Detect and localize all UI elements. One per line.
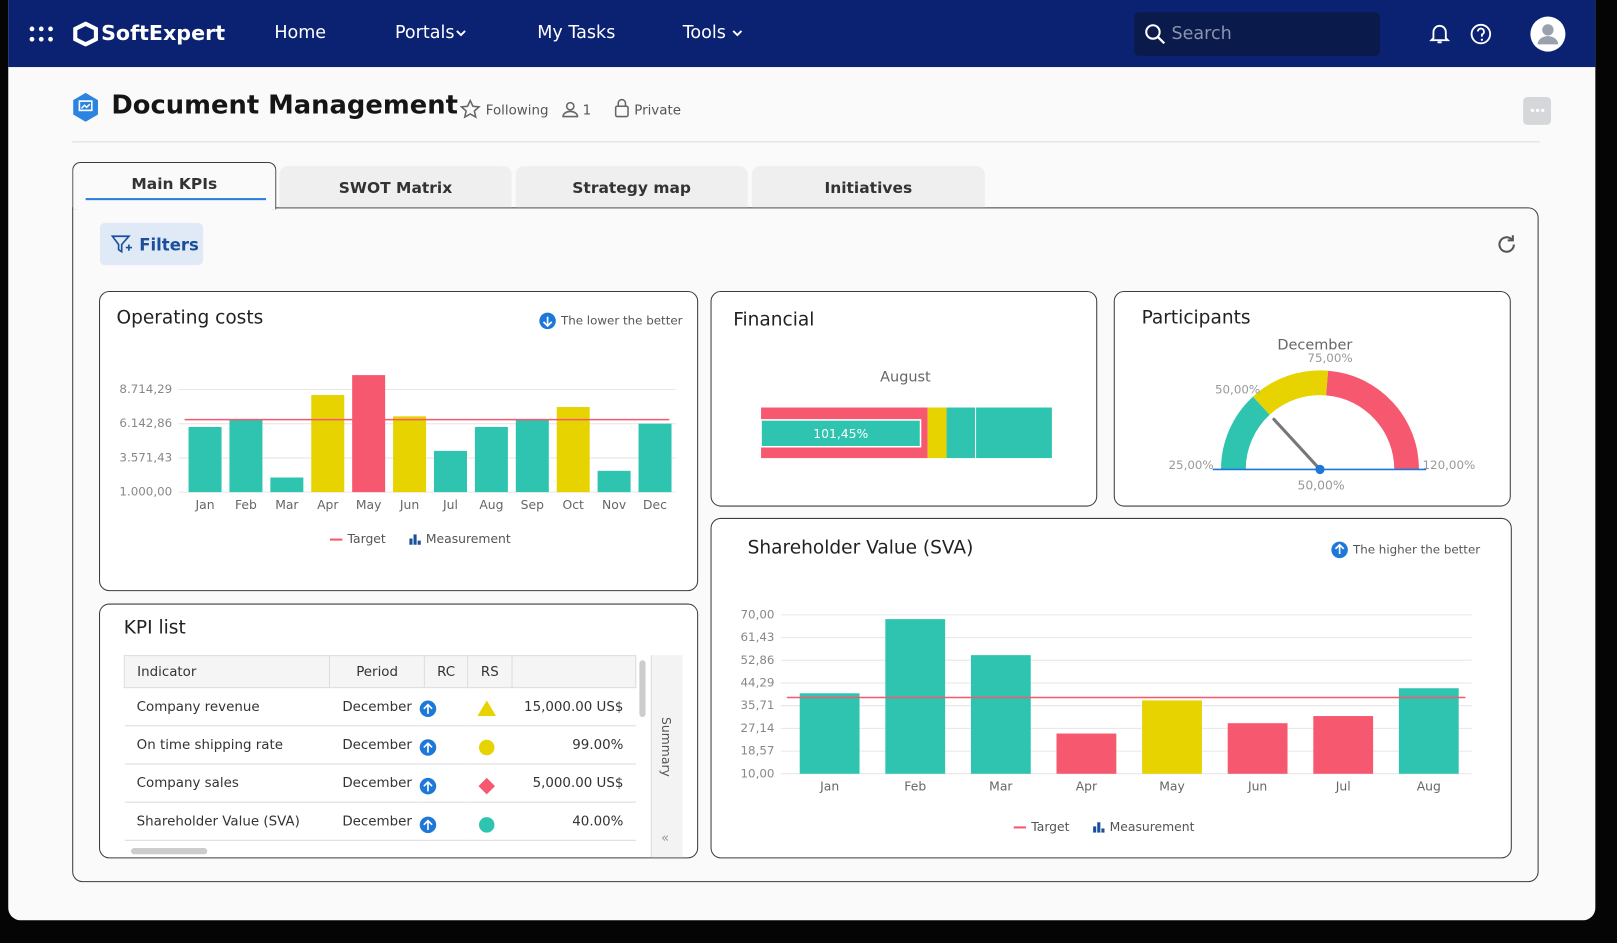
- caret: [456, 30, 466, 37]
- cell: 99.00%: [511, 725, 636, 765]
- tab-underline: [85, 198, 267, 201]
- dots: [1530, 108, 1544, 113]
- members-icon: [562, 101, 579, 118]
- filters-label: Filters: [139, 235, 199, 255]
- tab-panel: [72, 207, 1539, 883]
- cell: [468, 725, 512, 765]
- bell-icon[interactable]: [1429, 23, 1450, 46]
- star-icon[interactable]: [459, 99, 481, 120]
- cell: [468, 802, 512, 841]
- kpi-title: KPI list: [123, 616, 186, 639]
- col-header: Indicator: [123, 655, 331, 689]
- cell: [468, 763, 512, 803]
- col-header: RC: [423, 655, 469, 689]
- cell: December: [329, 725, 425, 765]
- kpi-table: Indicator Period RC RS Company revenue Decem…: [123, 655, 637, 841]
- kpi-row[interactable]: Company revenue December 15,000.00 US$: [124, 687, 636, 727]
- kpi-row[interactable]: On time shipping rate December 99.00%: [124, 725, 636, 765]
- navbar: SoftExpert Home Portals My Tasks Tools S…: [8, 0, 1596, 68]
- cell: 15,000.00 US$: [511, 687, 636, 727]
- cell: 5,000.00 US$: [511, 763, 636, 803]
- cell: [468, 687, 512, 727]
- page-title: Document Management: [111, 89, 458, 120]
- cell: [424, 802, 469, 841]
- cell: December: [329, 802, 425, 841]
- nav-item[interactable]: My Tasks: [537, 22, 616, 44]
- nav-item[interactable]: Portals: [394, 22, 455, 44]
- cell: Company sales: [124, 763, 330, 803]
- search-placeholder: Search: [1171, 23, 1232, 45]
- col-header: Period: [329, 655, 425, 689]
- header-row: Indicator Period RC RS: [123, 655, 637, 689]
- summary-label: Summary: [658, 717, 674, 777]
- operating-costs-card: [99, 290, 699, 592]
- separator: [72, 141, 1540, 143]
- summary-strip[interactable]: Summary «: [650, 655, 683, 858]
- search-box[interactable]: Search: [1134, 12, 1380, 56]
- cell: [424, 725, 469, 765]
- logo-icon: [73, 21, 98, 47]
- lock-icon: [614, 98, 629, 118]
- search-icon: [1145, 24, 1166, 45]
- scrollbar[interactable]: [639, 660, 646, 718]
- financial-card: [710, 290, 1098, 507]
- apps-icon[interactable]: [28, 25, 55, 44]
- cell: On time shipping rate: [124, 725, 330, 765]
- cell: [424, 763, 469, 803]
- brand[interactable]: SoftExpert: [101, 20, 226, 46]
- caret: [732, 30, 743, 37]
- cell: Shareholder Value (SVA): [124, 802, 330, 841]
- filters-button[interactable]: Filters: [100, 222, 204, 266]
- cell: Company revenue: [124, 687, 330, 727]
- collapse[interactable]: «: [661, 830, 670, 846]
- tab[interactable]: Strategy map: [515, 166, 748, 208]
- cell: [424, 687, 469, 727]
- privacy: Private: [634, 103, 681, 119]
- h-scrollbar[interactable]: [130, 848, 208, 855]
- kpi-row[interactable]: Shareholder Value (SVA) December 40.00%: [124, 802, 636, 841]
- help-icon[interactable]: [1470, 23, 1493, 46]
- cell: 40.00%: [511, 802, 636, 841]
- avatar[interactable]: [1529, 15, 1566, 52]
- tab[interactable]: Initiatives: [751, 166, 985, 208]
- refresh-icon[interactable]: [1495, 233, 1518, 256]
- page-icon: [73, 92, 98, 122]
- kpi-row[interactable]: Company sales December 5,000.00 US$: [124, 763, 636, 803]
- col-header: RS: [467, 655, 513, 689]
- members-count: 1: [582, 103, 592, 119]
- sva-card: [710, 517, 1512, 859]
- tab-active[interactable]: Main KPIs: [72, 161, 277, 210]
- filter-icon: [110, 235, 132, 254]
- participants-card: [1113, 290, 1511, 507]
- cell: December: [329, 763, 425, 803]
- kpi-card: KPI list Indicator Period RC RS Company rev…: [99, 603, 699, 859]
- tab[interactable]: SWOT Matrix: [279, 166, 512, 208]
- following[interactable]: Following: [485, 103, 549, 119]
- nav-item[interactable]: Home: [274, 22, 327, 44]
- nav-item[interactable]: Tools: [682, 22, 726, 44]
- cell: December: [329, 687, 425, 727]
- more-button[interactable]: [1523, 96, 1551, 125]
- col-header: [511, 655, 637, 689]
